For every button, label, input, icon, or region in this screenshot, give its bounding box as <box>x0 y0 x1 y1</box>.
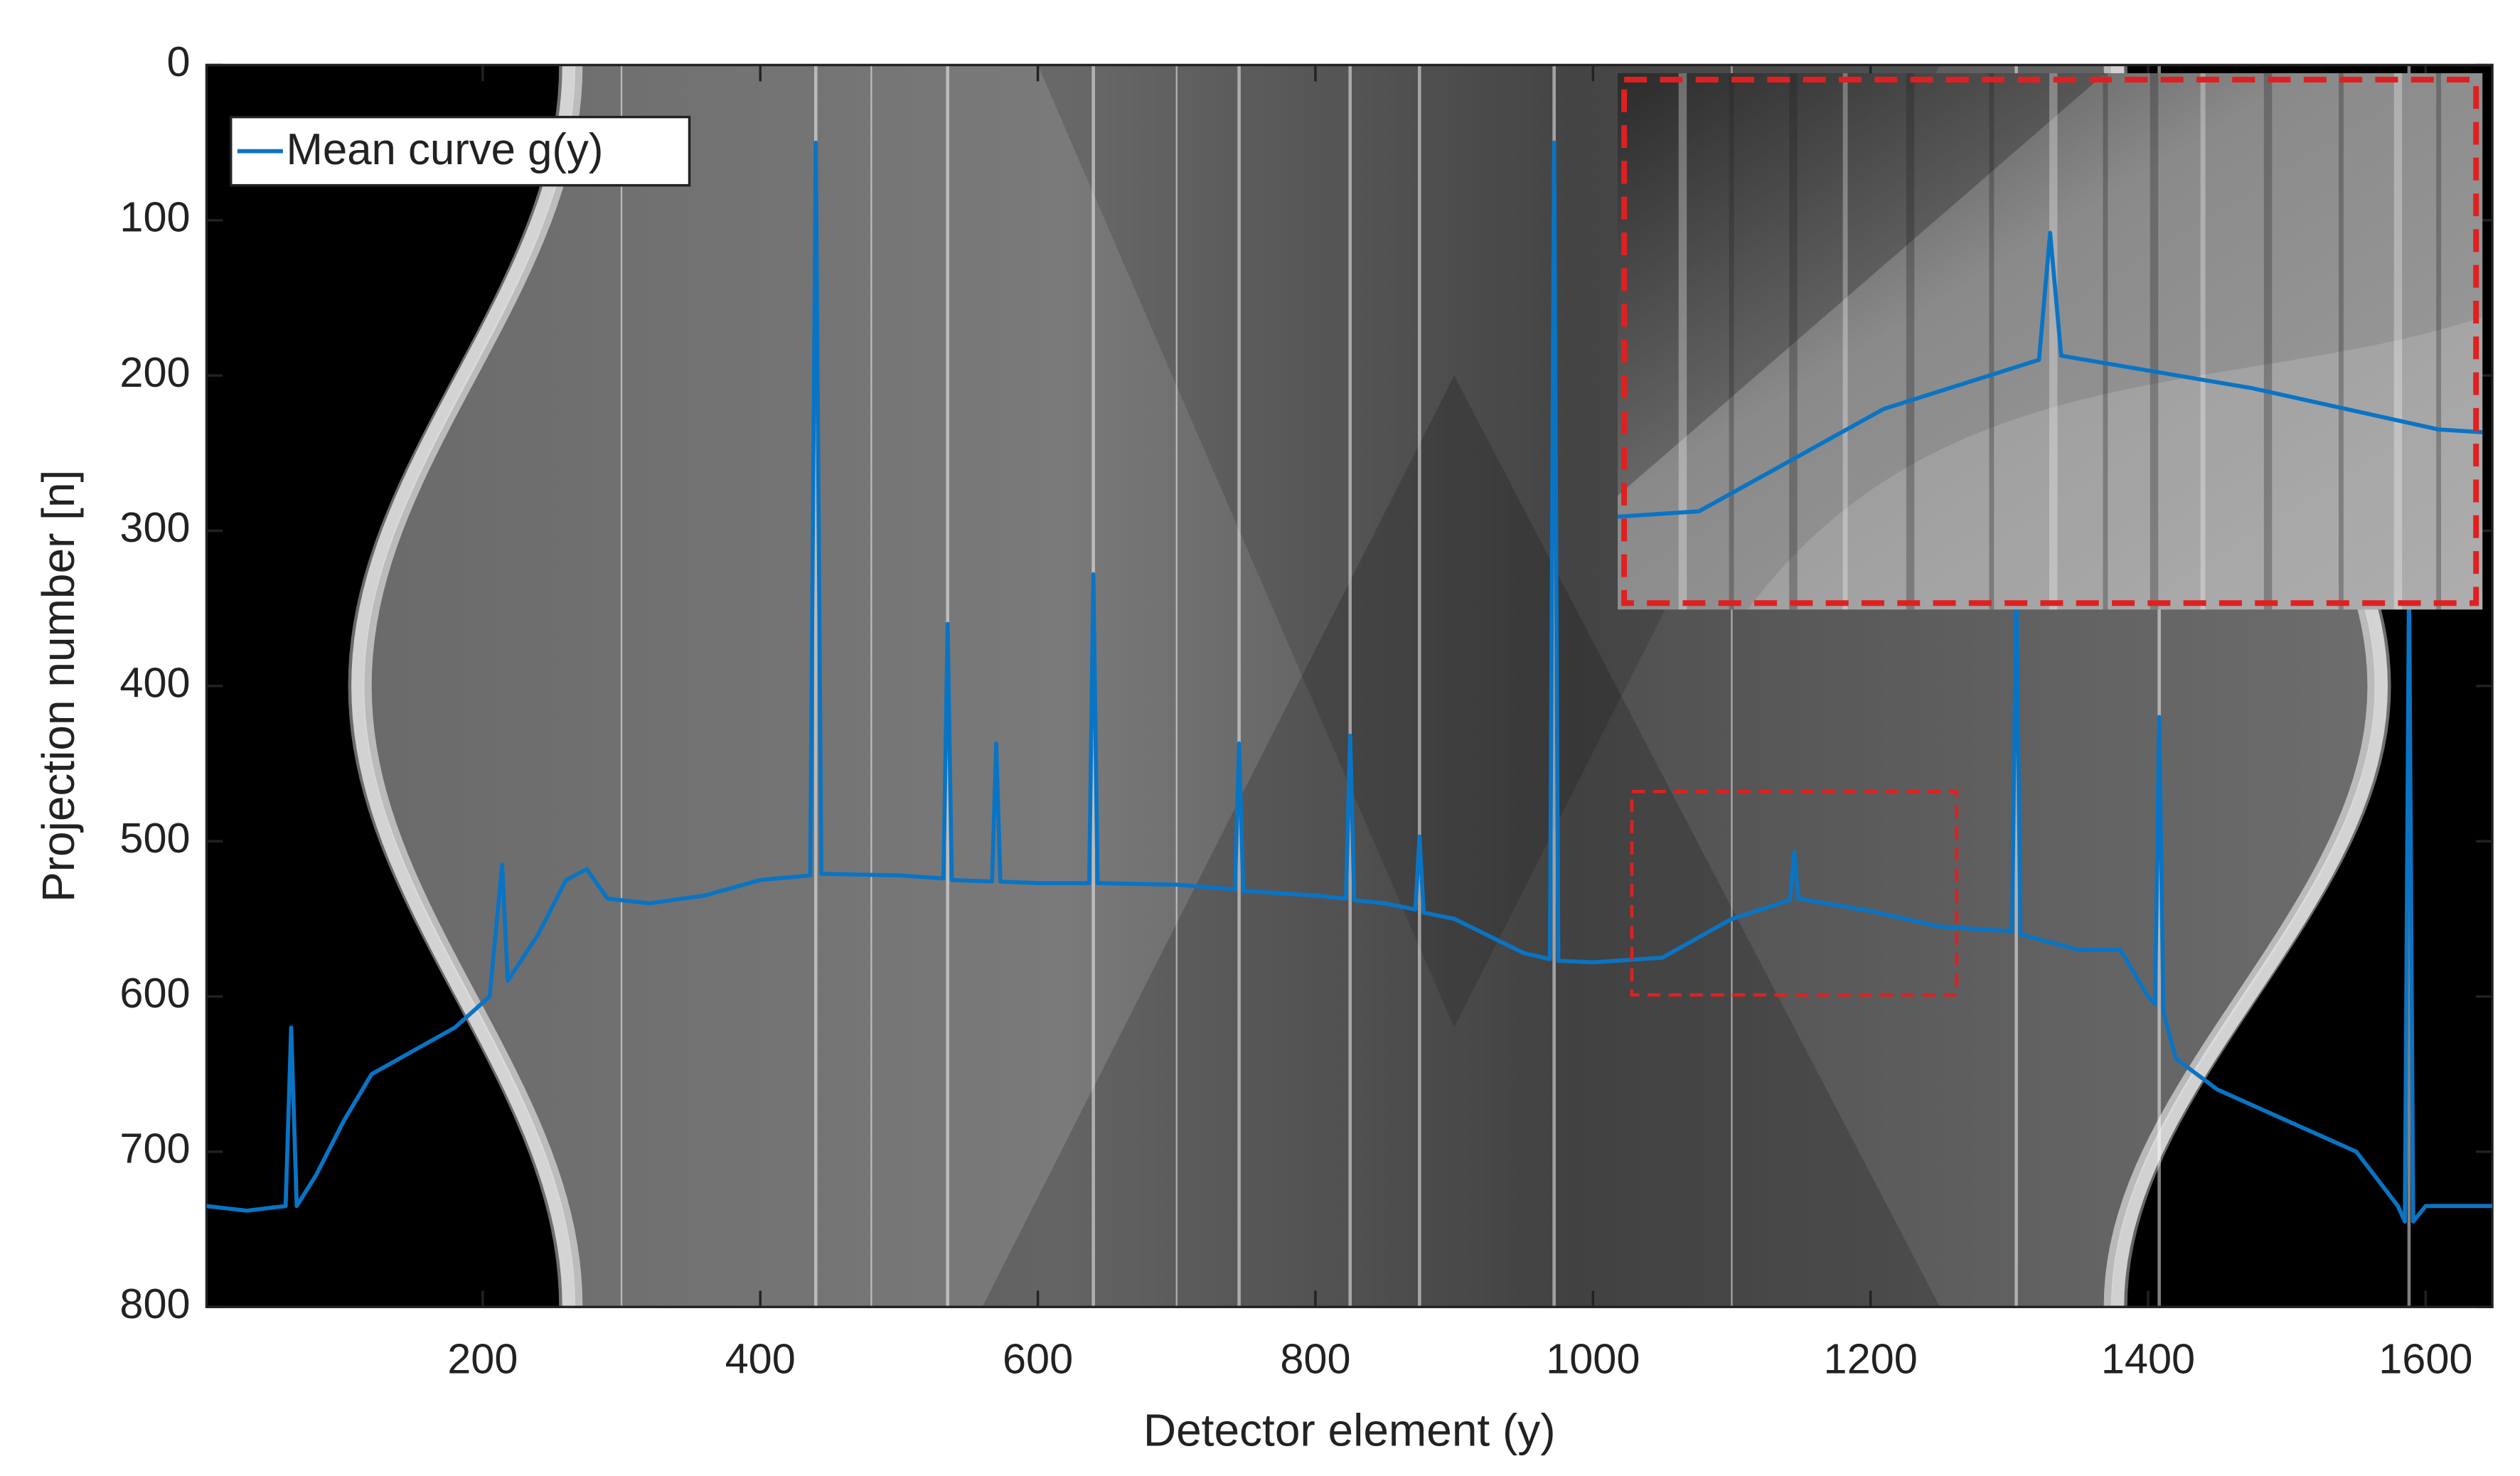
inset-frame <box>1621 77 2479 606</box>
legend-label: Mean curve g(y) <box>286 125 603 174</box>
x-tick-label: 1000 <box>1546 1335 1640 1383</box>
y-tick-label: 600 <box>119 969 190 1017</box>
dark-diamond <box>982 375 1940 1307</box>
y-tick-label: 800 <box>119 1280 190 1327</box>
y-tick-label: 0 <box>167 38 191 85</box>
legend: Mean curve g(y) <box>230 115 691 187</box>
y-axis-label: Projection number [n] <box>33 470 84 902</box>
inset <box>1617 73 2483 610</box>
x-axis-label: Detector element (y) <box>1143 1404 1556 1455</box>
x-tick-label: 1200 <box>1824 1335 1918 1383</box>
data-line <box>206 140 2493 1224</box>
y-tick-label: 700 <box>119 1125 190 1172</box>
legend-box <box>230 115 691 187</box>
y-tick-label: 100 <box>119 193 190 241</box>
inset-light <box>1747 316 2483 610</box>
x-tick-label: 600 <box>1003 1335 1073 1383</box>
y-tick-label: 400 <box>119 659 190 707</box>
x-tick-label: 1400 <box>2101 1335 2195 1383</box>
x-tick-label: 1600 <box>2378 1335 2472 1383</box>
x-tick-label: 400 <box>725 1335 796 1383</box>
object-edge <box>351 65 576 1307</box>
zoom-box <box>1630 790 1958 997</box>
x-tick-label: 800 <box>1280 1335 1350 1383</box>
inset-background <box>1617 73 2483 610</box>
x-tick-label: 200 <box>447 1335 518 1383</box>
y-tick-label: 300 <box>119 503 190 551</box>
y-tick-label: 200 <box>119 348 190 396</box>
series <box>206 140 2493 1224</box>
inset-shade <box>1617 73 2105 496</box>
y-tick-label: 500 <box>119 814 190 862</box>
object-edge <box>363 65 583 1307</box>
